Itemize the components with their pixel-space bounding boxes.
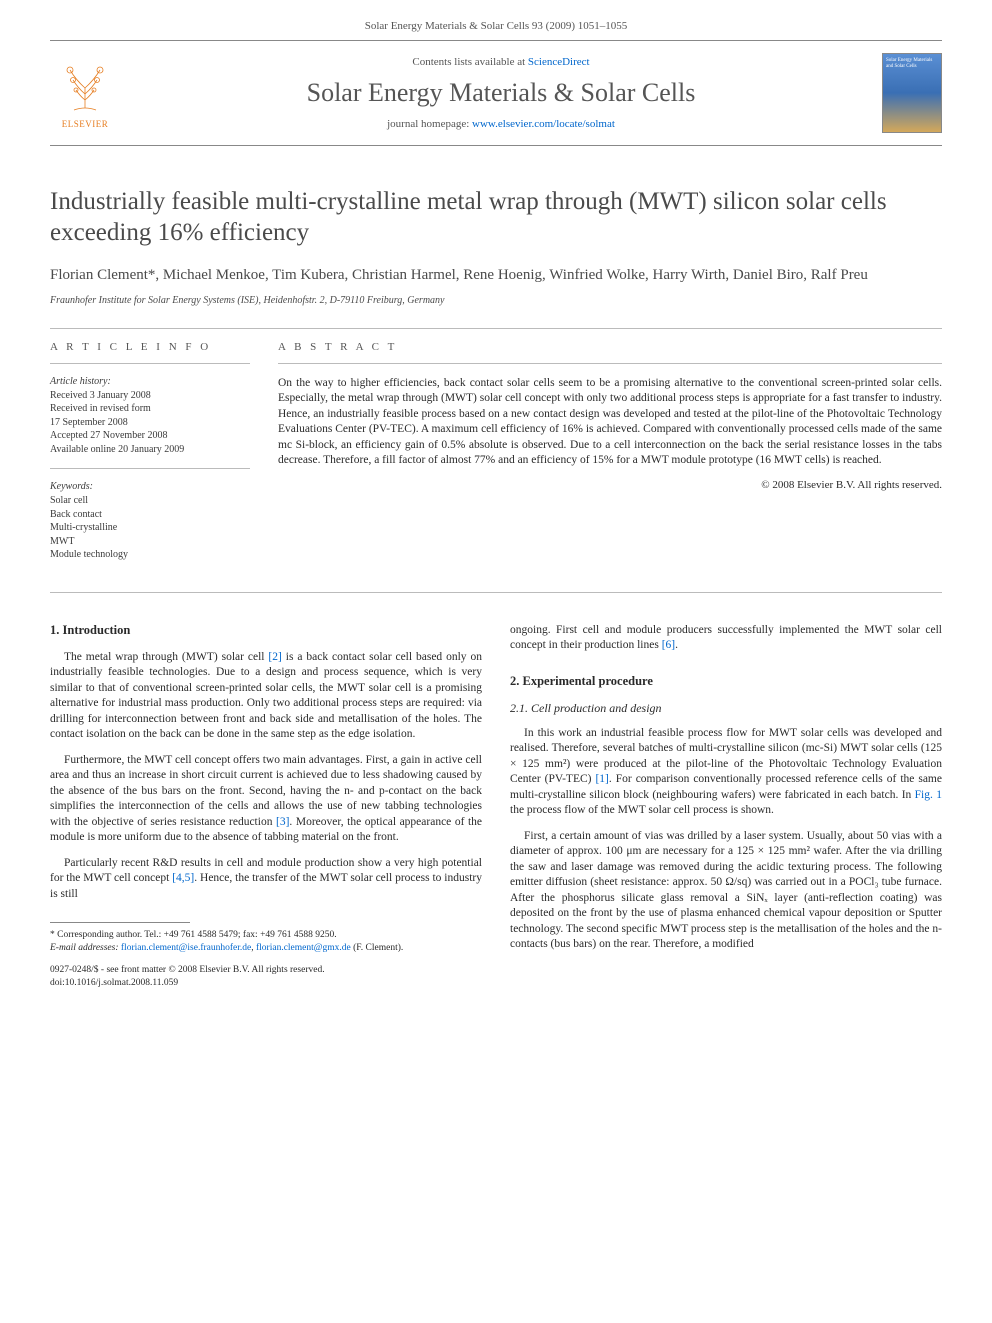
contents-label: Contents lists available at — [412, 56, 525, 68]
text: is a back contact solar cell based only … — [50, 651, 482, 741]
email-name: (F. Clement). — [353, 943, 403, 953]
corresponding-author-footnote: * Corresponding author. Tel.: +49 761 45… — [50, 929, 482, 954]
journal-name: Solar Energy Materials & Solar Cells — [140, 78, 862, 108]
author-list: Florian Clement*, Michael Menkoe, Tim Ku… — [50, 265, 942, 285]
text: First, a certain amount of vias was dril… — [510, 829, 942, 953]
divider-rule — [50, 328, 942, 329]
right-column: ongoing. First cell and module producers… — [510, 623, 942, 989]
citation-link[interactable]: [3] — [276, 816, 289, 828]
history-line: Available online 20 January 2009 — [50, 443, 250, 457]
text: ongoing. First cell and module producers… — [510, 624, 942, 652]
experimental-body: In this work an industrial feasible proc… — [510, 726, 942, 953]
front-matter-footer: 0927-0248/$ - see front matter © 2008 El… — [50, 964, 482, 989]
info-divider — [50, 363, 250, 364]
abstract-heading: A B S T R A C T — [278, 341, 942, 353]
intro-continued: ongoing. First cell and module producers… — [510, 623, 942, 654]
article-title: Industrially feasible multi-crystalline … — [50, 186, 942, 249]
keyword: MWT — [50, 535, 250, 549]
abstract-copyright: © 2008 Elsevier B.V. All rights reserved… — [278, 479, 942, 491]
citation-link[interactable]: [4,5] — [172, 872, 194, 884]
separator: , — [251, 943, 253, 953]
citation-link[interactable]: [1] — [595, 773, 608, 785]
cover-caption: Solar Energy Materials and Solar Cells — [886, 58, 938, 69]
publisher-logo: ELSEVIER — [50, 57, 120, 129]
email-label: E-mail addresses: — [50, 943, 119, 953]
keyword: Back contact — [50, 508, 250, 522]
section-heading-intro: 1. Introduction — [50, 623, 482, 638]
footnote-divider — [50, 922, 190, 923]
history-line: Received in revised form — [50, 402, 250, 416]
section-heading-experimental: 2. Experimental procedure — [510, 674, 942, 689]
abstract-divider — [278, 363, 942, 364]
keyword: Module technology — [50, 548, 250, 562]
contents-available-line: Contents lists available at ScienceDirec… — [140, 56, 862, 68]
doi-line: doi:10.1016/j.solmat.2008.11.059 — [50, 977, 482, 989]
history-line: 17 September 2008 — [50, 416, 250, 430]
email-link[interactable]: florian.clement@ise.fraunhofer.de — [121, 943, 251, 953]
email-line: E-mail addresses: florian.clement@ise.fr… — [50, 942, 482, 954]
subsection-heading-cell-production: 2.1. Cell production and design — [510, 701, 942, 716]
abstract-column: A B S T R A C T On the way to higher eff… — [278, 341, 942, 574]
text: the process flow of the MWT solar cell p… — [510, 804, 774, 816]
article-info-heading: A R T I C L E I N F O — [50, 341, 250, 353]
homepage-label: journal homepage: — [387, 118, 469, 130]
history-line: Received 3 January 2008 — [50, 389, 250, 403]
keyword: Multi-crystalline — [50, 521, 250, 535]
journal-masthead: ELSEVIER Contents lists available at Sci… — [50, 40, 942, 146]
history-line: Accepted 27 November 2008 — [50, 429, 250, 443]
publisher-name: ELSEVIER — [62, 119, 109, 129]
intro-body: The metal wrap through (MWT) solar cell … — [50, 650, 482, 903]
homepage-link[interactable]: www.elsevier.com/locate/solmat — [472, 118, 615, 130]
citation-link[interactable]: [2] — [268, 651, 281, 663]
info-abstract-row: A R T I C L E I N F O Article history: R… — [50, 341, 942, 574]
journal-homepage-line: journal homepage: www.elsevier.com/locat… — [140, 118, 862, 130]
info-divider — [50, 468, 250, 469]
text: The metal wrap through (MWT) solar cell — [64, 651, 268, 663]
body-two-column: 1. Introduction The metal wrap through (… — [50, 623, 942, 989]
email-link[interactable]: florian.clement@gmx.de — [256, 943, 351, 953]
left-column: 1. Introduction The metal wrap through (… — [50, 623, 482, 989]
corr-author-line: * Corresponding author. Tel.: +49 761 45… — [50, 929, 482, 941]
citation-link[interactable]: [6] — [662, 639, 675, 651]
running-header: Solar Energy Materials & Solar Cells 93 … — [50, 20, 942, 32]
masthead-center: Contents lists available at ScienceDirec… — [120, 56, 882, 130]
keywords-block: Keywords: Solar cell Back contact Multi-… — [50, 481, 250, 562]
figure-link[interactable]: Fig. 1 — [915, 789, 942, 801]
article-history-block: Article history: Received 3 January 2008… — [50, 376, 250, 457]
journal-cover-thumbnail: Solar Energy Materials and Solar Cells — [882, 53, 942, 133]
affiliation: Fraunhofer Institute for Solar Energy Sy… — [50, 295, 942, 306]
keywords-label: Keywords: — [50, 481, 250, 492]
sciencedirect-link[interactable]: ScienceDirect — [528, 56, 590, 68]
text: . — [675, 639, 678, 651]
elsevier-tree-icon — [55, 57, 115, 117]
issn-line: 0927-0248/$ - see front matter © 2008 El… — [50, 964, 482, 976]
keyword: Solar cell — [50, 494, 250, 508]
divider-rule — [50, 592, 942, 593]
abstract-body: On the way to higher efficiencies, back … — [278, 376, 942, 469]
history-label: Article history: — [50, 376, 250, 387]
article-info-column: A R T I C L E I N F O Article history: R… — [50, 341, 250, 574]
